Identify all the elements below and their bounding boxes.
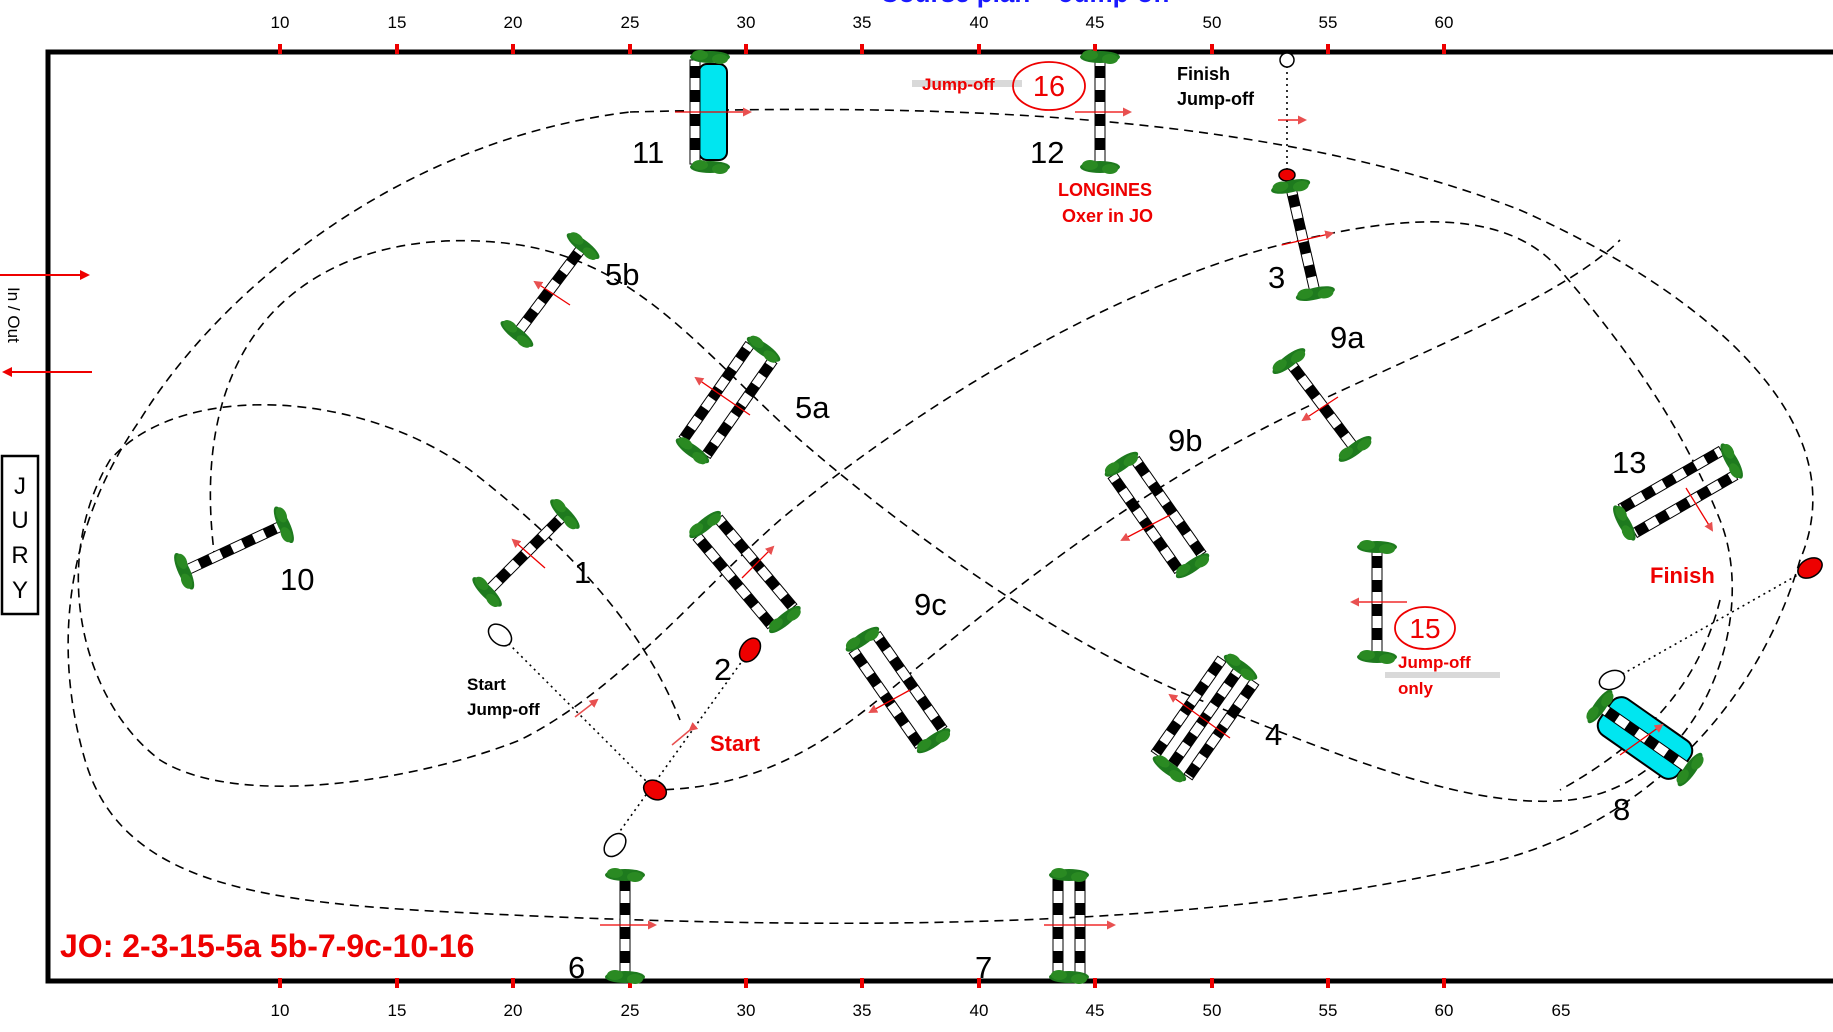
obstacle-15 xyxy=(1350,540,1407,664)
bottom-tick: 20 xyxy=(504,1001,523,1020)
top-tick: 45 xyxy=(1086,13,1105,32)
jumpoff-15: 15 Jump-off only xyxy=(1385,606,1500,698)
jury-box: J U R Y xyxy=(0,454,40,616)
finish-jumpoff-marker-top xyxy=(1279,52,1295,68)
finish-marker-right xyxy=(1797,557,1823,579)
obstacle-7-label: 7 xyxy=(975,950,992,985)
markers xyxy=(487,52,1823,858)
bottom-tick: 15 xyxy=(388,1001,407,1020)
start-marker-right xyxy=(642,779,668,801)
jury-letter: U xyxy=(11,507,28,534)
obstacle-1 xyxy=(468,495,584,611)
obstacle-2 xyxy=(685,506,805,638)
jumpoff-only-line2: only xyxy=(1398,679,1433,698)
in-out: In / Out xyxy=(0,270,92,377)
bottom-tick: 40 xyxy=(970,1001,989,1020)
bottom-tick: 55 xyxy=(1319,1001,1338,1020)
start-finish-lines xyxy=(499,60,1811,846)
finish-jumpoff-line2: Jump-off xyxy=(1177,89,1255,109)
obstacle-11-label: 11 xyxy=(632,135,664,170)
obstacle-9a-label: 9a xyxy=(1330,320,1365,355)
obstacle-10 xyxy=(169,503,299,593)
longines-label-line2: Oxer in JO xyxy=(1062,206,1153,226)
bottom-ruler: 10 15 20 25 30 35 40 45 50 55 60 65 xyxy=(271,978,1571,1020)
top-ruler: 10 15 20 25 30 35 40 45 50 55 60 xyxy=(271,13,1454,54)
in-out-label: In / Out xyxy=(4,287,23,343)
start-jumpoff-line1: Start xyxy=(467,675,506,694)
finish-jumpoff-line1: Finish xyxy=(1177,64,1230,84)
bottom-tick: 60 xyxy=(1435,1001,1454,1020)
obstacle-9b xyxy=(1101,447,1213,583)
finish-label: Finish xyxy=(1650,563,1715,588)
bottom-tick: 50 xyxy=(1203,1001,1222,1020)
bottom-tick: 65 xyxy=(1552,1001,1571,1020)
bottom-tick: 10 xyxy=(271,1001,290,1020)
obstacle-5b-label: 5b xyxy=(605,257,639,292)
jo-sequence: JO: 2-3-15-5a 5b-7-9c-10-16 xyxy=(60,928,474,964)
bottom-tick: 45 xyxy=(1086,1001,1105,1020)
obstacle-7 xyxy=(1044,868,1116,984)
jumpoff-16: Jump-off 16 xyxy=(912,61,1086,111)
jumpoff-only-line1: Jump-off xyxy=(1398,653,1471,672)
bottom-tick: 25 xyxy=(621,1001,640,1020)
obstacle-3-label: 3 xyxy=(1268,260,1285,295)
jury-letter: J xyxy=(14,473,26,500)
obstacle-9c-label: 9c xyxy=(914,587,947,622)
obstacle-4 xyxy=(1149,650,1261,786)
finish-marker-left xyxy=(1598,669,1626,691)
bottom-tick: 30 xyxy=(737,1001,756,1020)
obstacle-2-label: 2 xyxy=(714,652,731,687)
obstacle-9c xyxy=(842,622,954,758)
obstacle-1-label: 1 xyxy=(574,555,591,590)
obstacle-12-label: 12 xyxy=(1030,135,1064,170)
obstacle-6 xyxy=(600,868,657,984)
top-tick: 60 xyxy=(1435,13,1454,32)
obstacle-5b xyxy=(496,228,604,352)
start-label: Start xyxy=(710,731,761,756)
obstacle-8-label: 8 xyxy=(1613,792,1630,827)
obstacle-15-label: 15 xyxy=(1409,613,1440,644)
obstacle-13-label: 13 xyxy=(1612,445,1646,480)
jumpoff-16-tag: Jump-off xyxy=(922,75,995,94)
obstacle-8 xyxy=(1582,686,1708,790)
start-jumpoff-line2: Jump-off xyxy=(467,700,540,719)
start-jumpoff-marker-right xyxy=(603,832,627,858)
obstacle-3 xyxy=(1269,175,1337,305)
top-tick: 25 xyxy=(621,13,640,32)
obstacle-12 xyxy=(1075,50,1132,174)
obstacle-13 xyxy=(1608,440,1748,544)
bottom-tick: 35 xyxy=(853,1001,872,1020)
top-tick: 35 xyxy=(853,13,872,32)
top-tick: 40 xyxy=(970,13,989,32)
longines-label-line1: LONGINES xyxy=(1058,180,1152,200)
top-tick: 10 xyxy=(271,13,290,32)
course-route xyxy=(67,108,1814,925)
obstacle-11 xyxy=(675,50,752,174)
obstacle-6-label: 6 xyxy=(568,950,585,985)
obstacle-5a-label: 5a xyxy=(795,390,830,425)
top-tick: 15 xyxy=(388,13,407,32)
obstacle-10-label: 10 xyxy=(280,562,314,597)
start-jumpoff-marker-left xyxy=(487,623,513,647)
obstacle-16-label: 16 xyxy=(1033,71,1065,103)
obstacle-4-label: 4 xyxy=(1265,717,1282,752)
jury-letter: R xyxy=(11,542,28,569)
obstacle-9a xyxy=(1268,343,1376,467)
top-tick: 30 xyxy=(737,13,756,32)
obstacle-9b-label: 9b xyxy=(1168,423,1202,458)
start-marker-left xyxy=(738,637,762,663)
jury-letter: Y xyxy=(12,577,28,604)
course-title: Course plan – Jump-off xyxy=(880,0,1171,8)
arena-border xyxy=(45,49,1833,984)
finish-jumpoff-marker-bottom xyxy=(1278,168,1296,182)
top-tick: 20 xyxy=(504,13,523,32)
top-tick: 55 xyxy=(1319,13,1338,32)
top-tick: 50 xyxy=(1203,13,1222,32)
